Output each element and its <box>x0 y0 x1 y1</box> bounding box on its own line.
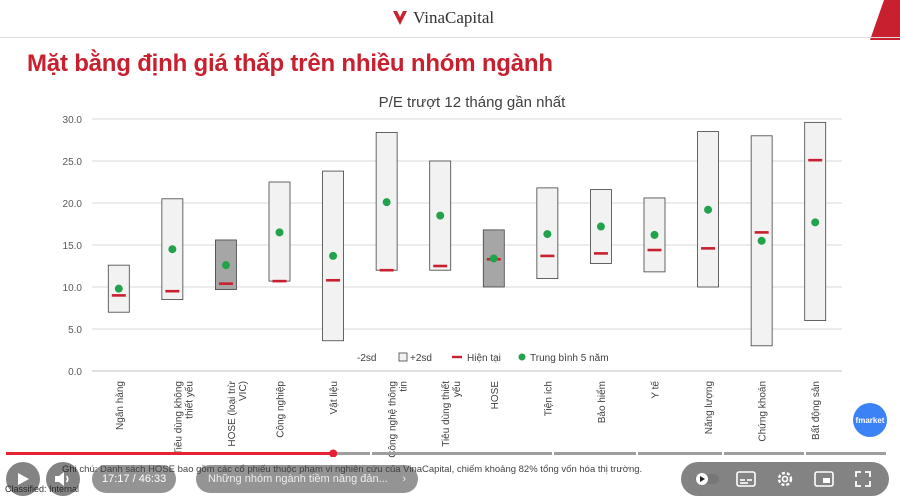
miniplayer-button[interactable] <box>811 466 837 492</box>
chapter-segment[interactable] <box>311 452 370 455</box>
gear-icon <box>777 471 793 487</box>
chapter-segment[interactable] <box>638 452 722 455</box>
x-tick-label: HOSE (loại trừVIC) <box>227 381 249 447</box>
average-point <box>704 205 713 214</box>
average-point <box>221 261 230 270</box>
y-tick-label: 15.0 <box>63 241 83 252</box>
average-point <box>382 198 391 207</box>
x-tick-label: Năng lượng <box>704 381 715 434</box>
average-point <box>329 251 338 260</box>
brand-name: VinaCapital <box>413 8 495 27</box>
vinacapital-logo-icon <box>393 11 407 25</box>
y-tick-label: 10.0 <box>63 283 83 294</box>
x-tick-label: Tiêu dùng khôngthiết yếu <box>173 381 195 455</box>
legend-minus-label: -2sd <box>357 353 376 364</box>
header-divider <box>0 37 900 38</box>
y-tick-label: 25.0 <box>63 157 83 168</box>
average-point <box>114 284 123 293</box>
y-tick-label: 30.0 <box>63 115 83 126</box>
scrubber-handle[interactable] <box>329 449 338 458</box>
legend-range-swatch <box>398 352 408 362</box>
legend-average-swatch <box>518 353 526 361</box>
average-point <box>757 236 766 245</box>
x-tick-label: Y tế <box>650 381 662 399</box>
time-display: 17:17 / 46:33 <box>92 465 177 493</box>
brand-logo: VinaCapital <box>393 8 494 28</box>
video-progress-bar[interactable] <box>6 449 888 457</box>
legend-current-label: Hiện tại <box>467 353 501 364</box>
chapter-segment[interactable] <box>724 452 804 455</box>
chevron-right-icon: › <box>402 473 406 485</box>
classification-label: Classified: Internal <box>5 484 80 494</box>
fullscreen-icon <box>855 471 872 487</box>
x-tick-label: Bất động sản <box>810 381 822 440</box>
miniplayer-icon <box>814 471 834 487</box>
pe-chart: P/E trượt 12 tháng gần nhất 0.0 5.0 10.0 15.… <box>63 94 842 458</box>
chapter-segment[interactable] <box>554 452 636 455</box>
autoplay-toggle[interactable] <box>694 466 720 492</box>
chapter-title: Những nhóm ngành tiềm năng đản... <box>208 473 388 485</box>
x-tick-label: Ngân hàng <box>115 381 126 430</box>
corner-accent-icon <box>870 0 900 40</box>
y-tick-label: 5.0 <box>68 325 82 336</box>
x-tick-label: Tiện ích <box>543 381 554 416</box>
autoplay-toggle-icon <box>694 473 719 485</box>
x-tick-label: Vật liệu <box>329 381 340 414</box>
subtitles-icon <box>735 471 756 487</box>
subtitles-button[interactable] <box>733 466 759 492</box>
play-icon <box>18 473 29 485</box>
average-point <box>436 211 445 220</box>
chapter-button[interactable]: Những nhóm ngành tiềm năng đản... › <box>196 465 418 493</box>
slide-title: Mặt bằng định giá thấp trên nhiều nhóm n… <box>27 50 553 77</box>
average-point <box>275 228 284 237</box>
played-progress <box>6 452 334 455</box>
y-tick-label: 20.0 <box>63 199 83 210</box>
fullscreen-button[interactable] <box>850 466 876 492</box>
settings-button[interactable] <box>772 466 798 492</box>
volume-button[interactable] <box>46 462 80 496</box>
y-tick-label: 0.0 <box>68 367 82 378</box>
average-point <box>650 230 659 239</box>
legend-average-label: Trung bình 5 năm <box>530 353 609 364</box>
average-point <box>168 245 177 254</box>
volume-icon <box>55 472 69 486</box>
average-point <box>489 254 498 263</box>
chapter-segment[interactable] <box>806 452 886 455</box>
x-tick-label: Tiêu dùng thiếtyếu <box>440 381 463 447</box>
average-point <box>811 218 820 227</box>
x-tick-label: Công nghiệp <box>276 381 287 438</box>
chapter-segment[interactable] <box>372 452 552 455</box>
chart-title: P/E trượt 12 tháng gần nhất <box>379 94 566 111</box>
average-point <box>596 222 605 231</box>
x-tick-label: HOSE <box>490 381 501 410</box>
play-button[interactable] <box>6 462 40 496</box>
legend-plus-label: +2sd <box>410 353 432 364</box>
x-tick-label: Bảo hiểm <box>596 381 608 423</box>
average-point <box>543 230 552 239</box>
x-tick-label: Công nghệ thôngtin <box>388 381 410 458</box>
fmarket-badge[interactable]: fmarket <box>853 403 887 437</box>
player-settings-bar <box>681 462 889 496</box>
x-tick-label: Chứng khoán <box>758 381 769 442</box>
